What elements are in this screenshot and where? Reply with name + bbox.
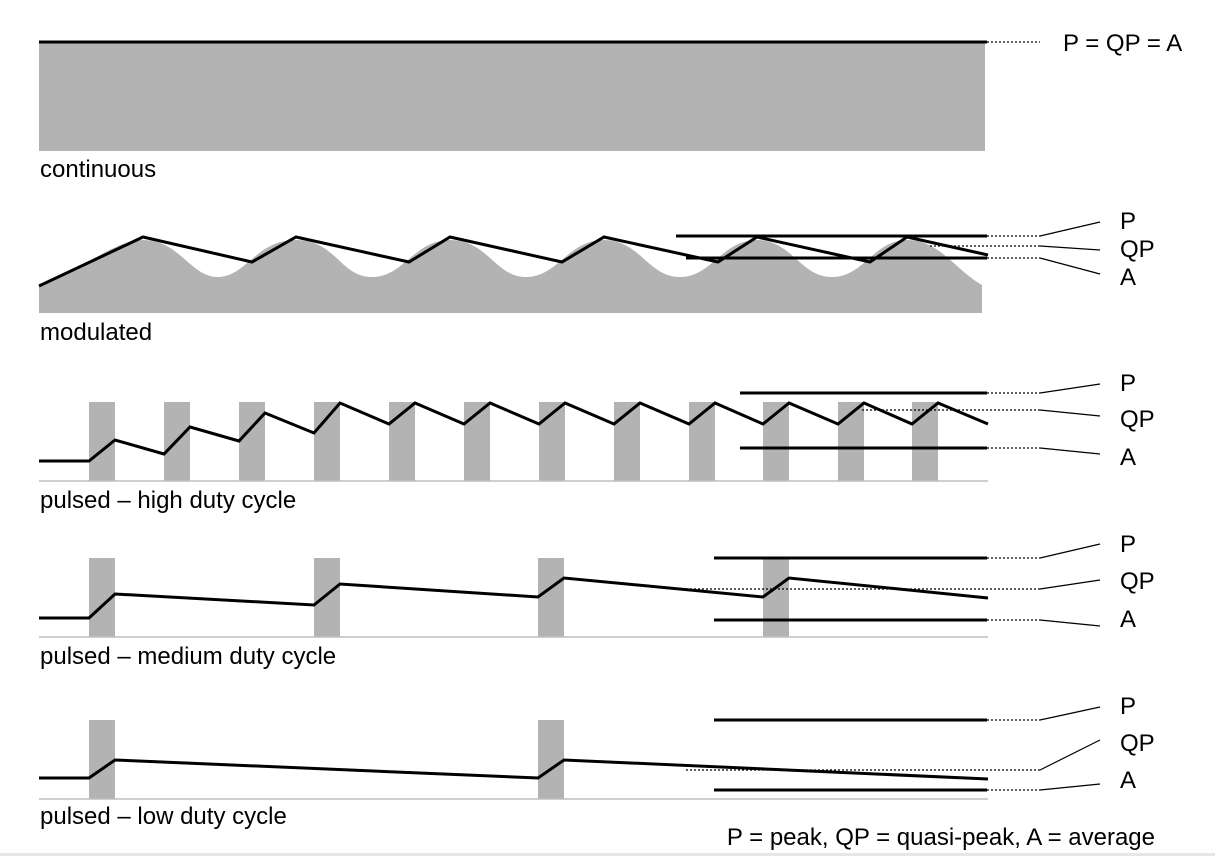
low-detector-trace bbox=[39, 758, 989, 781]
modulated-qp-leader bbox=[1039, 245, 1101, 251]
pulse bbox=[314, 402, 340, 481]
panel-pulsed-high: P QP A pulsed – high duty cycle bbox=[39, 370, 1155, 514]
caption-pulsed-low: pulsed – low duty cycle bbox=[40, 803, 287, 830]
modulated-a-leader bbox=[1039, 257, 1101, 275]
continuous-value-label: P = QP = A bbox=[1063, 30, 1182, 57]
medium-a-label: A bbox=[1120, 606, 1136, 633]
low-qp-leader bbox=[1039, 739, 1101, 771]
medium-pulses bbox=[89, 558, 789, 637]
low-a-label: A bbox=[1120, 767, 1136, 794]
medium-qp-leader bbox=[1039, 579, 1101, 590]
high-qp-leader bbox=[1039, 409, 1101, 417]
pulse bbox=[538, 558, 564, 637]
caption-pulsed-medium: pulsed – medium duty cycle bbox=[40, 643, 336, 670]
pulse bbox=[763, 558, 789, 637]
legend-text: P = peak, QP = quasi-peak, A = average bbox=[727, 824, 1155, 851]
modulated-qp-label: QP bbox=[1120, 236, 1155, 263]
modulated-detector-trace bbox=[38, 235, 989, 288]
low-qp-label: QP bbox=[1120, 730, 1155, 757]
modulated-p-label: P bbox=[1120, 208, 1136, 235]
pulse bbox=[538, 720, 564, 799]
panel-pulsed-low: P QP A pulsed – low duty cycle bbox=[39, 693, 1155, 830]
high-detector-trace bbox=[39, 401, 989, 463]
caption-modulated: modulated bbox=[40, 319, 152, 346]
high-qp-label: QP bbox=[1120, 406, 1155, 433]
continuous-signal-fill bbox=[39, 43, 985, 151]
high-a-leader bbox=[1039, 447, 1101, 455]
pulse bbox=[314, 558, 340, 637]
panel-continuous: P = QP = A continuous bbox=[39, 30, 1182, 183]
caption-pulsed-high: pulsed – high duty cycle bbox=[40, 487, 296, 514]
medium-p-leader bbox=[1039, 543, 1101, 559]
high-p-label: P bbox=[1120, 370, 1136, 397]
low-p-leader bbox=[1039, 706, 1101, 721]
pulse bbox=[89, 402, 115, 481]
pulse bbox=[239, 402, 265, 481]
modulated-a-label: A bbox=[1120, 264, 1136, 291]
low-a-leader bbox=[1039, 783, 1101, 791]
panel-modulated: P QP A modulated bbox=[38, 208, 1155, 346]
caption-continuous: continuous bbox=[40, 156, 156, 183]
low-pulses bbox=[89, 720, 564, 799]
pulse bbox=[89, 720, 115, 799]
medium-qp-label: QP bbox=[1120, 568, 1155, 595]
medium-a-leader bbox=[1039, 619, 1101, 627]
medium-detector-trace bbox=[39, 576, 989, 620]
medium-p-label: P bbox=[1120, 531, 1136, 558]
bottom-border bbox=[0, 853, 1215, 856]
high-p-leader bbox=[1039, 383, 1101, 394]
low-p-label: P bbox=[1120, 693, 1136, 720]
panel-pulsed-medium: P QP A pulsed – medium duty cycle bbox=[39, 531, 1155, 670]
high-a-label: A bbox=[1120, 444, 1136, 471]
modulated-p-leader bbox=[1039, 221, 1101, 237]
